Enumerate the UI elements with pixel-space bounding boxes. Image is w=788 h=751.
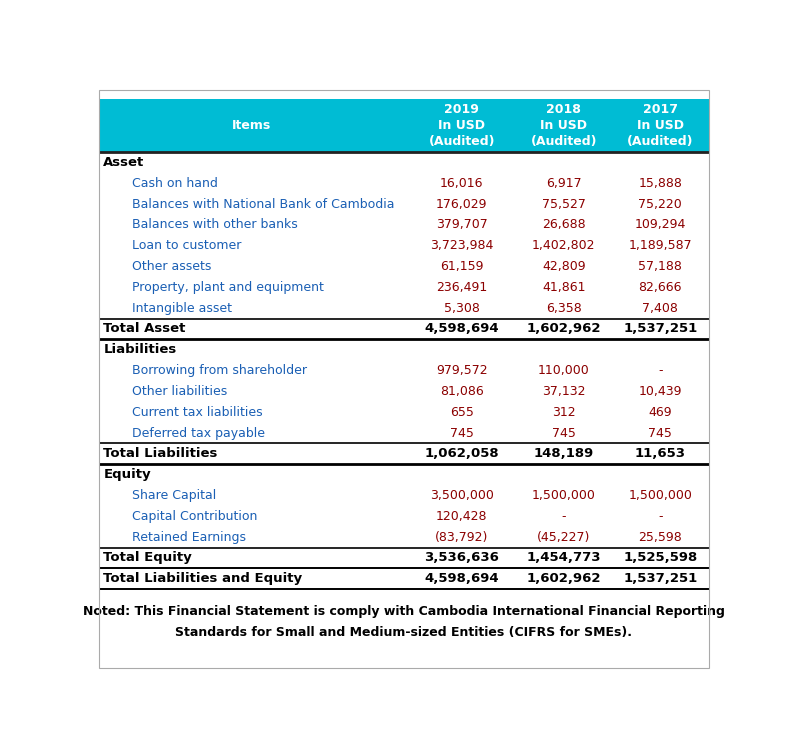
Text: 25,598: 25,598 (638, 531, 682, 544)
Text: Property, plant and equipment: Property, plant and equipment (132, 281, 324, 294)
Text: 3,536,636: 3,536,636 (425, 551, 500, 565)
Text: Liabilities: Liabilities (103, 343, 177, 356)
Text: 75,220: 75,220 (638, 198, 682, 210)
Text: 120,428: 120,428 (436, 510, 488, 523)
Text: 5,308: 5,308 (444, 302, 480, 315)
Text: Retained Earnings: Retained Earnings (132, 531, 246, 544)
Text: -: - (658, 364, 663, 377)
Text: -: - (562, 510, 566, 523)
Text: 15,888: 15,888 (638, 176, 682, 190)
Text: 6,917: 6,917 (546, 176, 582, 190)
Text: Asset: Asset (103, 156, 145, 169)
Text: 37,132: 37,132 (542, 385, 585, 398)
Text: 1,500,000: 1,500,000 (628, 489, 693, 502)
Text: 110,000: 110,000 (538, 364, 589, 377)
Text: 81,086: 81,086 (440, 385, 484, 398)
Text: Items: Items (232, 119, 271, 132)
Text: Total Liabilities: Total Liabilities (103, 448, 217, 460)
Text: 469: 469 (649, 406, 672, 419)
Text: 2017
In USD
(Audited): 2017 In USD (Audited) (627, 103, 693, 148)
Text: 1,454,773: 1,454,773 (526, 551, 601, 565)
Text: 1,062,058: 1,062,058 (425, 448, 499, 460)
Text: (83,792): (83,792) (435, 531, 489, 544)
Text: Standards for Small and Medium-sized Entities (CIFRS for SMEs).: Standards for Small and Medium-sized Ent… (176, 626, 632, 639)
Text: 1,189,587: 1,189,587 (629, 239, 692, 252)
Text: 745: 745 (552, 427, 576, 439)
Text: Loan to customer: Loan to customer (132, 239, 241, 252)
Text: 1,500,000: 1,500,000 (532, 489, 596, 502)
Text: Noted: This Financial Statement is comply with Cambodia International Financial : Noted: This Financial Statement is compl… (83, 605, 725, 617)
Text: 1,537,251: 1,537,251 (623, 572, 697, 585)
Text: 41,861: 41,861 (542, 281, 585, 294)
Text: 745: 745 (450, 427, 474, 439)
Text: Intangible asset: Intangible asset (132, 302, 232, 315)
Text: 10,439: 10,439 (638, 385, 682, 398)
Text: 379,707: 379,707 (436, 219, 488, 231)
FancyBboxPatch shape (98, 99, 709, 152)
Text: 1,402,802: 1,402,802 (532, 239, 596, 252)
Text: 2018
In USD
(Audited): 2018 In USD (Audited) (530, 103, 597, 148)
Text: Borrowing from shareholder: Borrowing from shareholder (132, 364, 307, 377)
Text: 3,723,984: 3,723,984 (430, 239, 493, 252)
Text: 2019
In USD
(Audited): 2019 In USD (Audited) (429, 103, 495, 148)
Text: Other assets: Other assets (132, 260, 211, 273)
Text: Total Asset: Total Asset (103, 322, 186, 336)
Text: 109,294: 109,294 (634, 219, 686, 231)
Text: -: - (658, 510, 663, 523)
Text: 42,809: 42,809 (542, 260, 585, 273)
Text: 3,500,000: 3,500,000 (430, 489, 494, 502)
Text: 176,029: 176,029 (436, 198, 488, 210)
Text: 236,491: 236,491 (437, 281, 488, 294)
Text: 312: 312 (552, 406, 576, 419)
Text: 1,525,598: 1,525,598 (623, 551, 697, 565)
Text: (45,227): (45,227) (537, 531, 590, 544)
Text: Total Liabilities and Equity: Total Liabilities and Equity (103, 572, 303, 585)
Text: 1,537,251: 1,537,251 (623, 322, 697, 336)
Text: 1,602,962: 1,602,962 (526, 322, 601, 336)
Text: 57,188: 57,188 (638, 260, 682, 273)
Text: 75,527: 75,527 (542, 198, 585, 210)
Text: 148,189: 148,189 (533, 448, 594, 460)
Text: Current tax liabilities: Current tax liabilities (132, 406, 262, 419)
Text: Deferred tax payable: Deferred tax payable (132, 427, 265, 439)
Text: Balances with other banks: Balances with other banks (132, 219, 298, 231)
Text: Equity: Equity (103, 468, 151, 481)
Text: Cash on hand: Cash on hand (132, 176, 218, 190)
Text: 11,653: 11,653 (635, 448, 686, 460)
Text: 7,408: 7,408 (642, 302, 678, 315)
Text: Capital Contribution: Capital Contribution (132, 510, 258, 523)
Text: 26,688: 26,688 (542, 219, 585, 231)
Text: 61,159: 61,159 (440, 260, 484, 273)
Text: 16,016: 16,016 (440, 176, 484, 190)
Text: 4,598,694: 4,598,694 (425, 572, 499, 585)
Text: 745: 745 (649, 427, 672, 439)
Text: Balances with National Bank of Cambodia: Balances with National Bank of Cambodia (132, 198, 395, 210)
Text: 1,602,962: 1,602,962 (526, 572, 601, 585)
Text: 82,666: 82,666 (638, 281, 682, 294)
Text: Total Equity: Total Equity (103, 551, 192, 565)
Text: 655: 655 (450, 406, 474, 419)
Text: Other liabilities: Other liabilities (132, 385, 228, 398)
Text: 4,598,694: 4,598,694 (425, 322, 499, 336)
Text: Share Capital: Share Capital (132, 489, 217, 502)
Text: 979,572: 979,572 (436, 364, 488, 377)
Text: 6,358: 6,358 (546, 302, 582, 315)
